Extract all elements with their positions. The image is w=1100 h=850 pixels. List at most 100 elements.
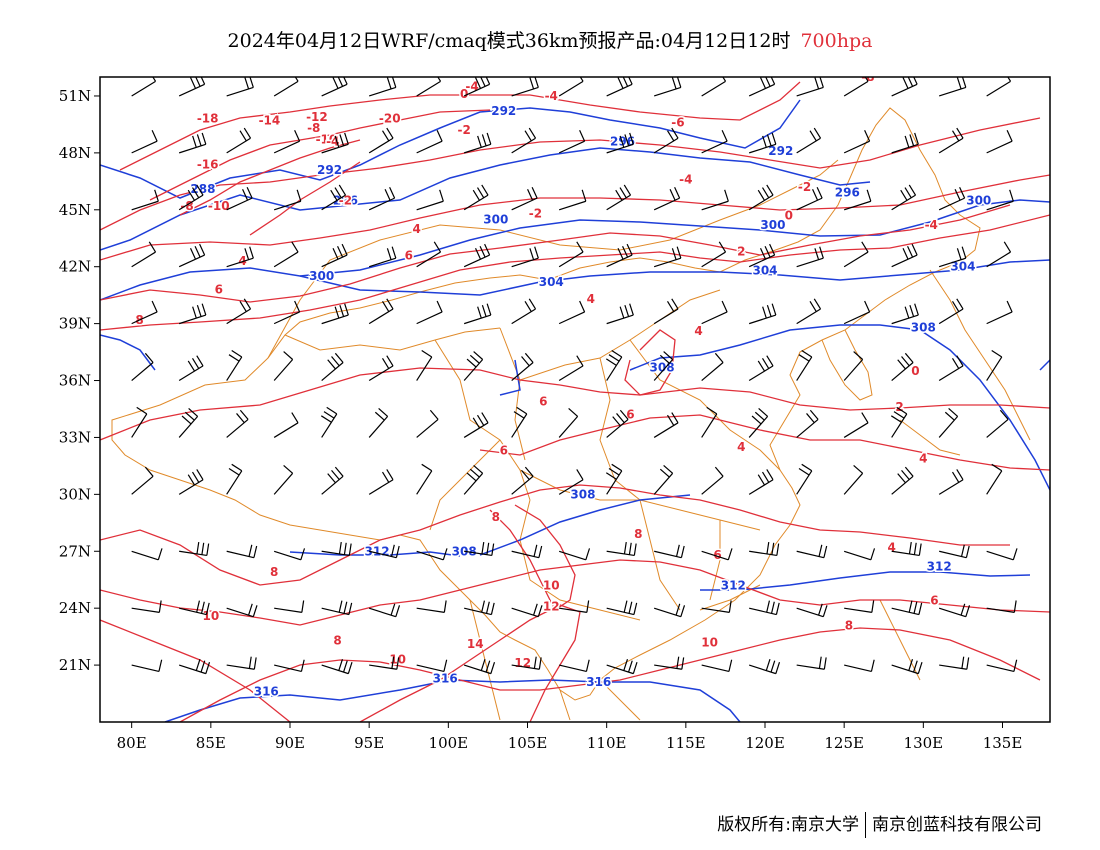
wind-barb xyxy=(178,132,207,154)
lat-tick-label: 36N xyxy=(59,372,91,390)
wind-barb xyxy=(748,77,776,97)
temperature-contour-label: 4 xyxy=(694,324,702,338)
wind-barb xyxy=(558,77,584,97)
wind-barb xyxy=(748,243,776,268)
wind-barb xyxy=(653,351,674,381)
wind-barb xyxy=(369,656,400,670)
temperature-contour-label: -2 xyxy=(457,123,470,137)
lat-tick-label: 27N xyxy=(59,542,91,560)
isotherm-5 xyxy=(119,81,801,171)
wind-barb xyxy=(416,241,442,268)
wind-barb xyxy=(463,412,489,438)
wind-barb xyxy=(178,355,204,382)
wind-barb xyxy=(606,303,634,325)
wind-barb xyxy=(843,548,876,561)
wind-barb xyxy=(891,132,919,154)
wind-barb xyxy=(511,603,543,618)
temperature-contour-label: -12 xyxy=(306,110,328,124)
wind-barb xyxy=(748,469,774,495)
wind-barb xyxy=(606,600,638,616)
wind-barb xyxy=(131,241,157,268)
wind-barb-layer xyxy=(131,77,1018,675)
wind-barb xyxy=(178,243,206,268)
wind-barb xyxy=(416,659,448,673)
height-contour-label: 292 xyxy=(491,104,516,118)
wind-barb xyxy=(796,409,819,438)
wind-barb xyxy=(796,656,827,670)
korea-japan-coast xyxy=(821,269,1031,456)
wind-barb xyxy=(748,184,774,211)
lat-tick-label: 24N xyxy=(59,599,91,617)
wind-barb xyxy=(320,406,338,438)
temperature-contour-label: -8 xyxy=(180,199,193,213)
wind-barb xyxy=(558,355,584,382)
temperature-contour-label: 6 xyxy=(500,444,508,458)
lon-tick-label: 105E xyxy=(508,734,548,752)
wind-barb xyxy=(511,656,542,670)
wind-barb xyxy=(701,466,724,495)
height-contour-label: 308 xyxy=(911,320,936,334)
contour-292 xyxy=(100,99,801,199)
province-lines xyxy=(284,289,781,621)
wind-barb xyxy=(559,600,590,613)
height-contour-label: 312 xyxy=(365,544,390,558)
isotherm-2 xyxy=(100,204,1011,303)
isotherm-9 xyxy=(100,367,1050,441)
height-contour-label: 292 xyxy=(768,144,793,158)
wind-barb xyxy=(558,548,591,561)
wind-barb xyxy=(131,130,158,154)
lon-tick-label: 110E xyxy=(587,734,627,752)
wind-barb xyxy=(511,246,539,268)
wind-barb xyxy=(796,77,824,97)
temperature-contour-label: -2 xyxy=(798,180,811,194)
wind-barb xyxy=(606,658,638,675)
temperature-contour-label: 4 xyxy=(412,222,420,236)
wind-barb xyxy=(416,300,443,325)
wind-barb xyxy=(463,184,489,211)
wind-barb xyxy=(843,300,871,325)
temperature-contour-label: -4 xyxy=(679,172,692,186)
isotherm-14 xyxy=(359,604,581,722)
lat-tick-label: 42N xyxy=(59,258,91,276)
temperature-contour-label: 6 xyxy=(626,408,634,422)
lon-tick-label: 100E xyxy=(429,734,469,752)
lon-tick-label: 80E xyxy=(117,734,147,752)
temperature-contour-label: 4 xyxy=(737,440,745,454)
wind-barb xyxy=(938,127,964,154)
temperature-contour-label: 10 xyxy=(202,609,219,623)
wind-barb xyxy=(796,603,828,618)
wind-barb xyxy=(416,77,442,97)
temperature-contour-label: 8 xyxy=(634,527,642,541)
wind-barb xyxy=(654,656,685,670)
wind-barb xyxy=(653,464,674,495)
contour-misc xyxy=(100,334,1050,396)
wind-barb xyxy=(511,77,539,97)
temperature-contour-label: 0 xyxy=(911,364,919,378)
lat-tick-label: 45N xyxy=(59,201,91,219)
wind-barb xyxy=(939,544,970,559)
wind-barb xyxy=(701,406,718,438)
height-contour-label: 300 xyxy=(309,269,334,283)
wind-barb xyxy=(416,130,443,154)
wind-barb xyxy=(321,303,349,325)
wind-barb xyxy=(368,603,401,618)
lon-tick-label: 125E xyxy=(824,734,864,752)
height-contour-label: 300 xyxy=(966,193,991,207)
wind-barb xyxy=(178,469,204,495)
lat-tick-label: 51N xyxy=(59,87,91,105)
wind-barb xyxy=(559,659,590,673)
contour-296 xyxy=(100,147,871,251)
temperature-contour-label: 0 xyxy=(460,87,468,101)
wind-barb xyxy=(938,469,964,495)
latitude-axis: 51N 48N 45N 42N 39N 36N 33N 30N 27N 24N 21N xyxy=(59,87,100,674)
wind-barb xyxy=(511,127,537,154)
wind-barb xyxy=(939,656,970,670)
wind-barb xyxy=(178,303,207,325)
wind-barb xyxy=(701,241,727,268)
wind-barb xyxy=(844,600,875,613)
wind-barb xyxy=(273,189,302,211)
wind-barb xyxy=(463,303,492,325)
wind-barb xyxy=(273,241,299,268)
